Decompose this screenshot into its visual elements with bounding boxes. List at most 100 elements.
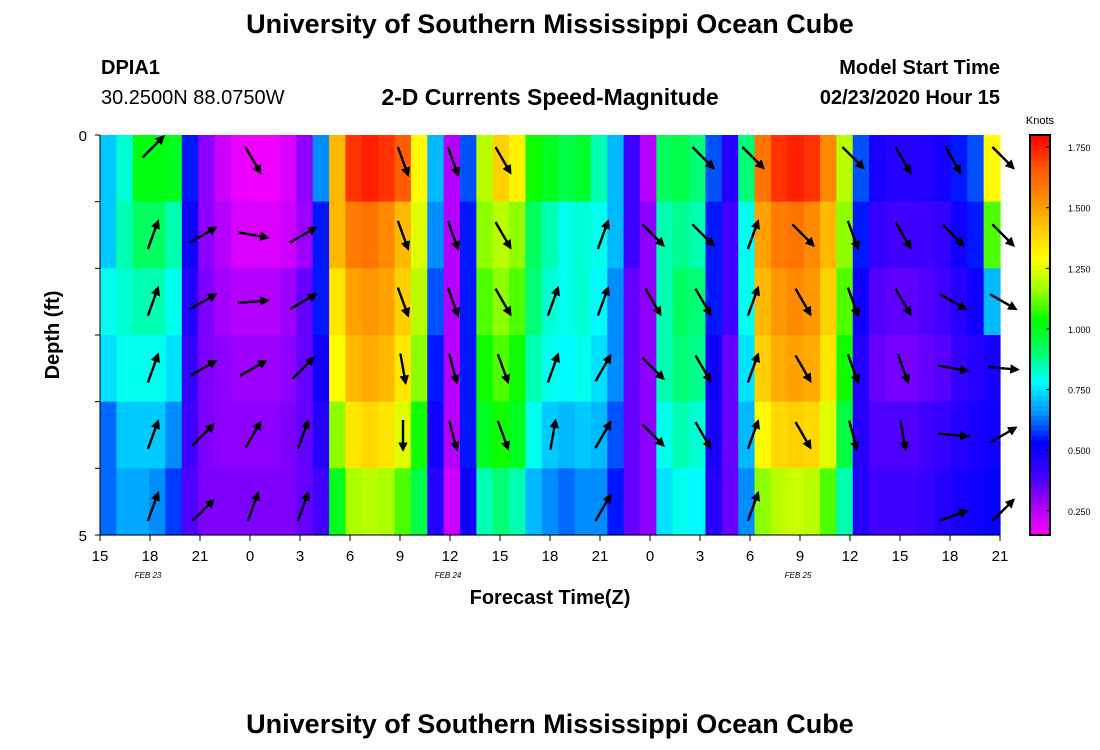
heatmap-cell (247, 401, 265, 469)
colorbar-segment (1030, 175, 1050, 181)
colorbar-segment (1030, 400, 1050, 406)
heatmap-cell (132, 268, 150, 336)
current-vector-arrow (846, 220, 861, 251)
heatmap-cell (934, 135, 952, 203)
heatmap-cell (574, 201, 592, 269)
heatmap-cell (427, 335, 445, 403)
heatmap-cell (836, 468, 854, 536)
colorbar-tick-label: 1.500 (1068, 204, 1091, 214)
heatmap-cell (901, 201, 919, 269)
heatmap-cell (983, 468, 1001, 536)
colorbar-segment (1030, 430, 1050, 436)
heatmap-cell (918, 401, 936, 469)
x-tick-label: 21 (592, 548, 609, 565)
heatmap-cell (721, 401, 739, 469)
heatmap-cell (590, 401, 608, 469)
heatmap-cell (836, 401, 854, 469)
heatmap-cell (901, 135, 919, 203)
colorbar-segment (1030, 465, 1050, 471)
heatmap-cell (623, 201, 641, 269)
heatmap-cell (214, 401, 232, 469)
colorbar-segment (1030, 385, 1050, 391)
colorbar-segment (1030, 245, 1050, 251)
heatmap-cell (509, 335, 527, 403)
heatmap-cell (574, 268, 592, 336)
heatmap-cell (885, 201, 903, 269)
heatmap-cell (263, 335, 281, 403)
current-vector-arrow (596, 219, 611, 250)
heatmap-cell (705, 268, 723, 336)
heatmap-cell (918, 135, 936, 203)
current-vector-arrow (746, 219, 761, 250)
colorbar-segment (1030, 205, 1050, 211)
heatmap-cell (149, 268, 167, 336)
heatmap-cell (640, 268, 657, 336)
colorbar-segment (1030, 280, 1050, 286)
current-vector-arrow (594, 353, 612, 382)
heatmap-cell (361, 335, 379, 403)
colorbar-segment (1030, 340, 1050, 346)
colorbar-segment (1030, 155, 1050, 161)
heatmap-cell (983, 268, 1001, 336)
current-vector-arrow (494, 288, 512, 317)
current-vector-arrow (991, 223, 1015, 247)
heatmap-cell (672, 135, 690, 203)
heatmap-cell (280, 201, 297, 269)
heatmap-cell (558, 468, 576, 536)
heatmap-cell (623, 401, 641, 469)
heatmap-cell (525, 201, 543, 269)
heatmap-cell (443, 468, 461, 536)
heatmap-cell (934, 468, 952, 536)
colorbar-segment (1030, 460, 1050, 466)
date-label: FEB 24 (435, 571, 462, 580)
current-vector-arrow (641, 356, 665, 381)
heatmap-cell (820, 335, 837, 403)
current-vector-arrow (189, 293, 218, 311)
colorbar-segment (1030, 390, 1050, 396)
current-vector-arrow (896, 353, 911, 385)
heatmap-cell (165, 335, 183, 403)
colorbar-tick-label: 0.750 (1068, 386, 1091, 396)
colorbar-segment (1030, 255, 1050, 261)
current-vector-arrow (296, 419, 311, 450)
heatmap-cell (885, 268, 903, 336)
heatmap-cell (116, 401, 134, 469)
current-vector-arrow (691, 223, 715, 247)
heatmap-cell (869, 468, 887, 536)
current-vector-arrow (938, 364, 970, 375)
heatmap-cell (705, 135, 723, 203)
current-vector-arrow (794, 288, 812, 317)
heatmap-cell (558, 135, 576, 203)
heatmap-cell (738, 335, 756, 403)
heatmap-cell (738, 201, 756, 269)
heatmap-cell (640, 335, 657, 403)
colorbar-segment (1030, 395, 1050, 401)
heatmap-cell (214, 135, 232, 203)
heatmap-cell (885, 401, 903, 469)
heatmap-cell (918, 468, 936, 536)
heatmap-cell (885, 468, 903, 536)
colorbar-segment (1030, 260, 1050, 266)
heatmap-cell (770, 201, 788, 269)
x-tick-label: 15 (92, 548, 109, 565)
heatmap-cell (427, 201, 445, 269)
heatmap-cell (476, 135, 494, 203)
heatmap-cell (100, 335, 117, 403)
heatmap-cell (869, 135, 887, 203)
heatmap-cell (967, 401, 985, 469)
heatmap-cell (100, 201, 117, 269)
heatmap-cell (787, 401, 805, 469)
current-vector-arrow (989, 426, 1018, 444)
colorbar-segment (1030, 490, 1050, 496)
heatmap-cell (590, 268, 608, 336)
colorbar-segment (1030, 170, 1050, 176)
heatmap-cell (934, 268, 952, 336)
heatmap-cell (820, 135, 837, 203)
heatmap-cell (410, 268, 428, 336)
heatmap-cell (607, 468, 625, 536)
x-tick-label: 18 (542, 548, 559, 565)
heatmap-cell (738, 401, 756, 469)
plot-axes: 0 5 15 18 21 0 3 6 9 12 15 18 21 0 3 6 9 12 15 18 21 FEB 23 FE… (42, 128, 1008, 609)
colorbar-unit: Knots (1026, 115, 1055, 127)
x-tick-label: 9 (796, 548, 804, 565)
